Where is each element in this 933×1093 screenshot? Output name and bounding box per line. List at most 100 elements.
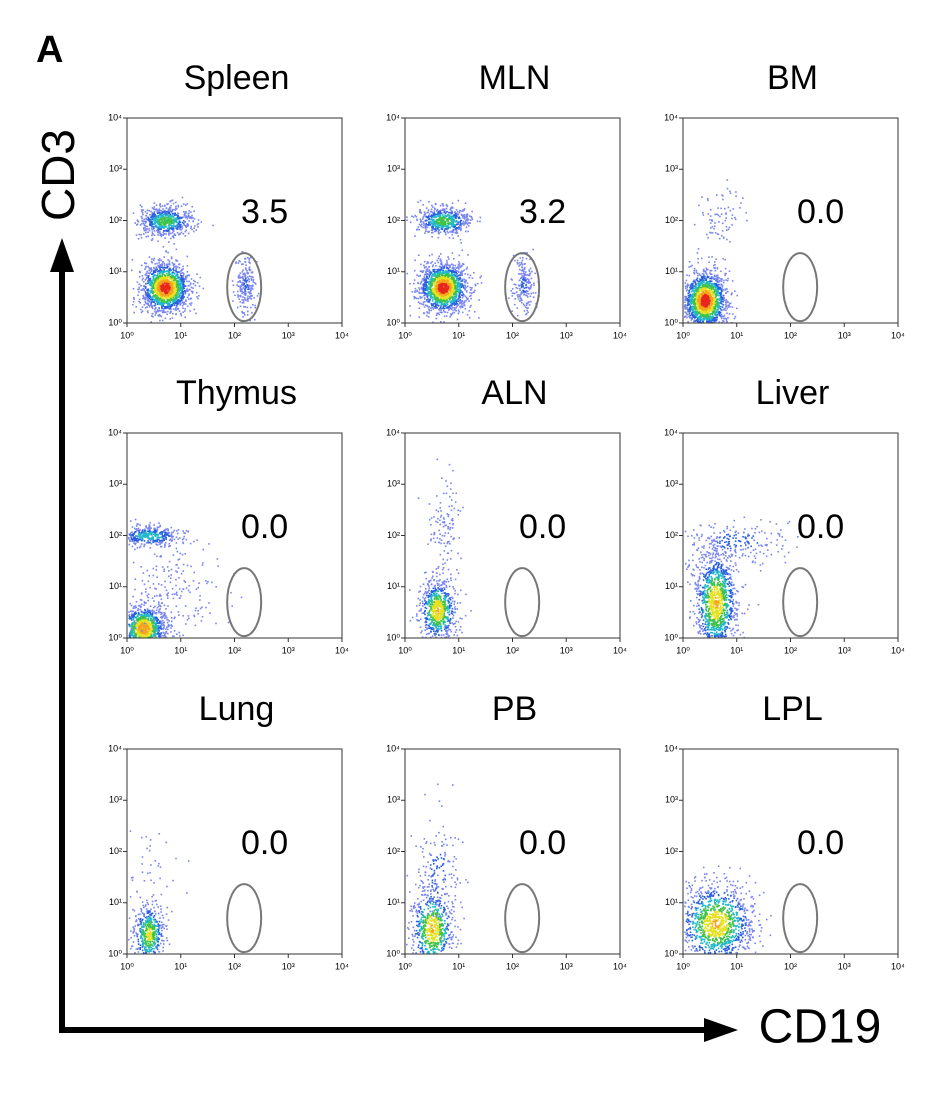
event-dot: [516, 307, 519, 309]
event-dot: [184, 215, 186, 217]
event-dot: [174, 283, 176, 286]
event-dot: [434, 222, 437, 225]
event-dot: [138, 286, 140, 289]
event-dot: [437, 281, 440, 284]
event-dot: [462, 263, 465, 266]
event-dot: [426, 295, 428, 297]
event-dot: [239, 272, 242, 274]
event-dot: [452, 309, 454, 312]
event-dot: [425, 283, 428, 286]
event-dot: [453, 296, 456, 298]
event-dot: [182, 265, 184, 268]
event-dot: [446, 311, 449, 314]
event-dot: [190, 216, 192, 219]
event-dot: [432, 293, 434, 296]
event-dot: [525, 280, 527, 282]
event-dot: [150, 303, 152, 305]
event-dot: [157, 230, 160, 233]
event-dot: [159, 303, 161, 306]
event-dot: [173, 218, 175, 221]
event-dot: [451, 296, 453, 298]
event-dot: [148, 278, 150, 281]
event-dot: [460, 290, 462, 292]
event-dot: [142, 296, 145, 298]
event-dot: [250, 278, 253, 280]
event-dot: [449, 270, 451, 273]
event-dot: [463, 287, 465, 289]
event-dot: [430, 210, 432, 213]
event-dot: [459, 288, 461, 291]
event-dot: [419, 295, 421, 298]
event-dot: [153, 259, 155, 261]
event-dot: [190, 302, 193, 304]
event-dot: [447, 286, 450, 288]
event-dot: [458, 263, 461, 265]
event-dot: [191, 290, 194, 293]
event-dot: [443, 281, 445, 284]
event-dot: [461, 264, 463, 267]
event-dot: [246, 284, 248, 286]
event-dot: [431, 280, 433, 283]
event-dot: [514, 303, 516, 306]
event-dot: [154, 303, 157, 305]
event-dot: [176, 274, 179, 277]
event-dot: [521, 266, 523, 268]
event-dot: [465, 219, 467, 222]
event-dot: [453, 307, 456, 309]
event-dot: [414, 287, 417, 290]
event-dot: [151, 231, 154, 233]
event-dot: [452, 221, 455, 224]
event-dot: [464, 288, 466, 291]
event-dot: [429, 284, 432, 287]
event-dot: [158, 272, 161, 275]
event-dot: [430, 229, 433, 232]
panel-title: Spleen: [184, 59, 290, 97]
event-dot: [430, 208, 433, 211]
event-dot: [163, 309, 165, 311]
event-dot: [167, 227, 170, 229]
event-dot: [516, 291, 518, 293]
event-dot: [175, 205, 177, 208]
event-dot: [153, 285, 156, 287]
event-dot: [427, 216, 430, 218]
event-dot: [169, 278, 172, 280]
event-dot: [150, 287, 152, 290]
event-dot: [161, 265, 163, 267]
event-dot: [190, 227, 192, 229]
event-dot: [444, 278, 446, 280]
event-dot: [239, 287, 242, 289]
event-dot: [438, 280, 441, 282]
event-dot: [463, 208, 466, 210]
event-dot: [149, 295, 151, 297]
event-dot: [165, 272, 168, 275]
event-dot: [164, 209, 166, 212]
event-dot: [194, 280, 196, 283]
event-dot: [175, 227, 177, 229]
event-dot: [250, 271, 253, 274]
event-dot: [156, 277, 158, 279]
event-dot: [518, 295, 521, 298]
y-arrow-head: [50, 238, 74, 272]
event-dot: [180, 314, 183, 317]
event-dot: [184, 235, 187, 237]
event-dot: [521, 272, 523, 275]
event-dot: [191, 228, 193, 231]
event-dot: [243, 283, 245, 286]
event-dot: [184, 230, 187, 233]
event-dot: [170, 217, 172, 220]
event-dot: [684, 295, 686, 298]
event-dot: [178, 221, 181, 224]
event-dot: [158, 262, 160, 264]
event-dot: [431, 253, 433, 256]
event-dot: [151, 307, 154, 310]
event-dot: [169, 283, 171, 286]
event-dot: [181, 285, 183, 288]
event-dot: [426, 285, 429, 288]
event-dot: [152, 275, 155, 278]
event-dot: [172, 237, 175, 239]
event-dot: [161, 296, 164, 298]
event-dot: [440, 263, 442, 265]
event-dot: [137, 288, 139, 291]
event-dot: [518, 279, 521, 282]
